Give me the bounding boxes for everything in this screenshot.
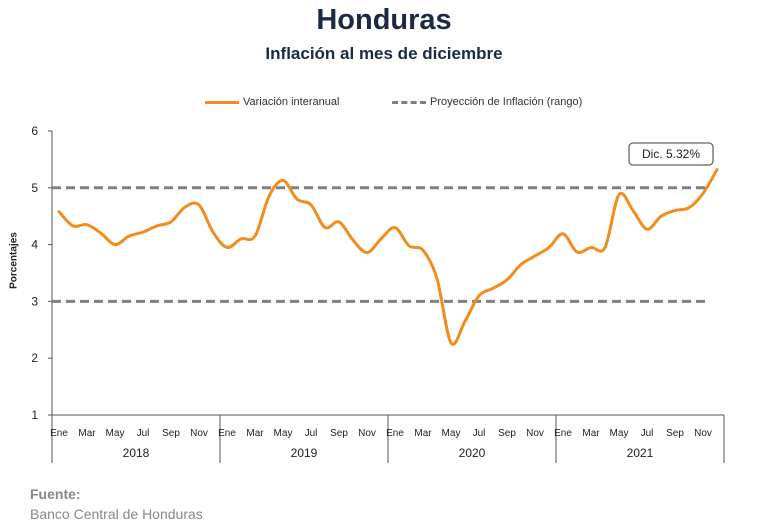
x-tick-label: May xyxy=(274,428,293,439)
y-tick-label: 6 xyxy=(31,124,38,138)
x-tick-label: Mar xyxy=(414,428,432,439)
x-tick-label: Nov xyxy=(190,428,208,439)
series-line xyxy=(57,168,719,346)
y-tick-label: 4 xyxy=(31,238,38,252)
x-tick-label: Sep xyxy=(330,428,348,439)
y-tick-label: 3 xyxy=(31,294,38,308)
x-tick-label: Nov xyxy=(358,428,376,439)
x-tick-label: Mar xyxy=(582,428,600,439)
x-tick-label: Nov xyxy=(526,428,544,439)
chart-subtitle: Inflación al mes de diciembre xyxy=(265,44,503,63)
x-tick-label: Mar xyxy=(246,428,264,439)
legend-label-series: Variación interanual xyxy=(243,96,340,108)
x-tick-label: Jul xyxy=(305,428,318,439)
x-tick-label: Mar xyxy=(78,428,96,439)
x-tick-label: Ene xyxy=(50,428,68,439)
x-tick-label: Jul xyxy=(137,428,150,439)
x-tick-label: Ene xyxy=(554,428,572,439)
x-tick-label: Ene xyxy=(386,428,404,439)
legend-item-range: Proyección de Inflación (rango) xyxy=(392,96,582,108)
x-tick-label: May xyxy=(106,428,125,439)
x-tick-label: Jul xyxy=(641,428,654,439)
callout-box xyxy=(628,142,714,166)
x-tick-label: Nov xyxy=(694,428,712,439)
legend-swatch-range xyxy=(392,100,426,104)
year-label: 2019 xyxy=(291,446,318,460)
y-tick-label: 2 xyxy=(31,351,38,365)
y-tick-label: 5 xyxy=(31,181,38,195)
x-tick-label: May xyxy=(610,428,629,439)
chart-title: Honduras xyxy=(316,4,452,36)
x-tick-label: May xyxy=(442,428,461,439)
legend-label-range: Proyección de Inflación (rango) xyxy=(430,96,583,108)
source-text: Banco Central de Honduras xyxy=(30,506,203,522)
legend-item-series: Variación interanual xyxy=(205,96,339,108)
x-tick-label: Sep xyxy=(162,428,180,439)
year-label: 2020 xyxy=(459,446,486,460)
x-tick-label: Ene xyxy=(218,428,236,439)
year-label: 2021 xyxy=(627,446,654,460)
source-heading: Fuente: xyxy=(30,486,81,502)
x-tick-label: Sep xyxy=(666,428,684,439)
x-tick-label: Sep xyxy=(498,428,516,439)
chart-legend: Variación interanual Proyección de Infla… xyxy=(0,96,768,112)
legend-swatch-series xyxy=(205,100,239,104)
y-tick-label: 1 xyxy=(31,408,38,422)
year-label: 2018 xyxy=(123,446,150,460)
x-tick-label: Jul xyxy=(473,428,486,439)
callout-label: Dic. 5.32% xyxy=(642,147,700,161)
